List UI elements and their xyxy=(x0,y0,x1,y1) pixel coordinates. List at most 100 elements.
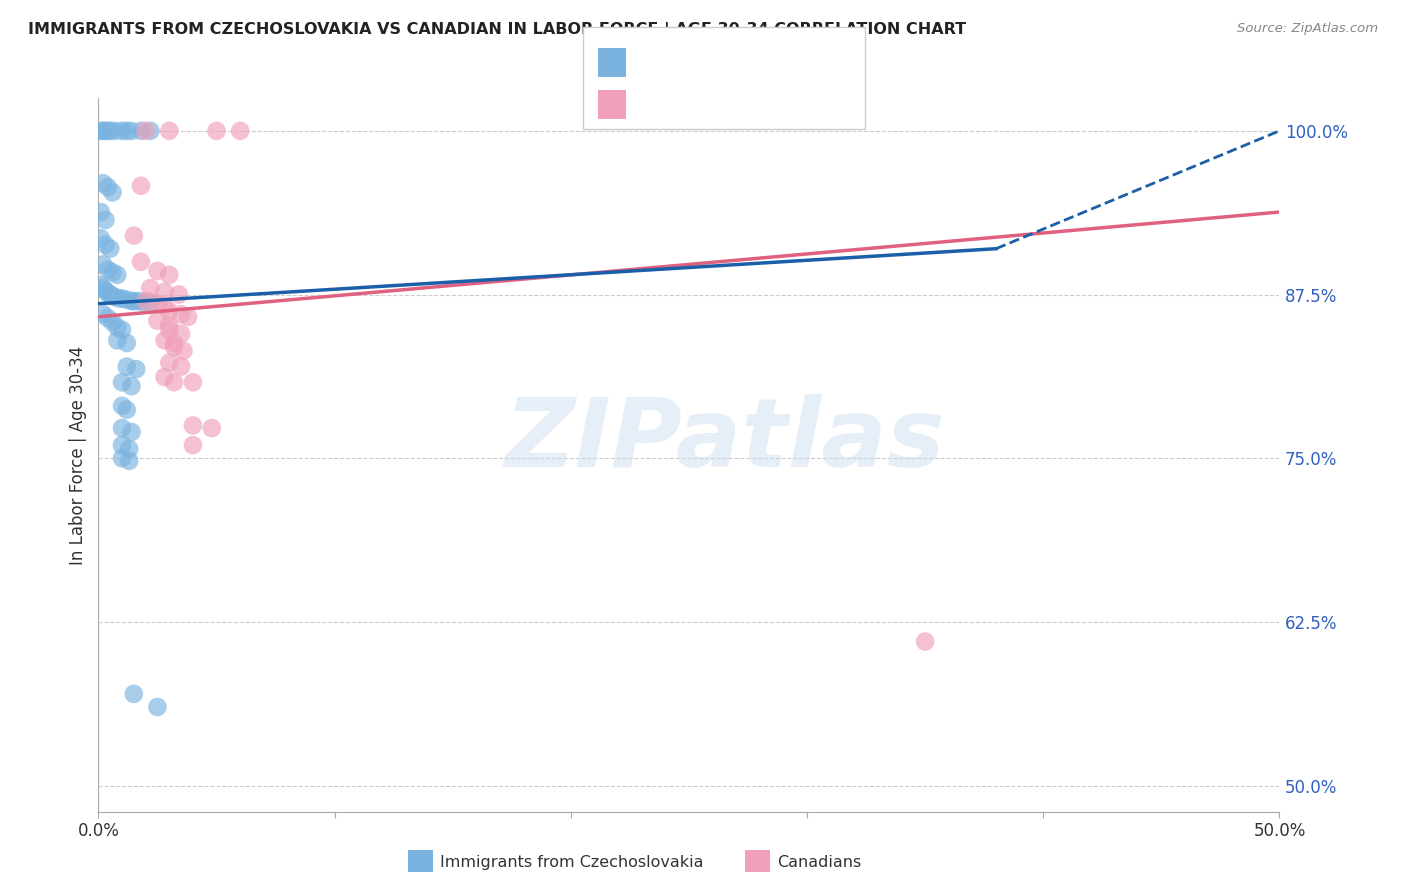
Point xyxy=(121,294,143,309)
Point xyxy=(111,124,134,138)
Point xyxy=(98,242,121,256)
Point xyxy=(91,257,114,271)
Point xyxy=(104,290,127,304)
Point xyxy=(122,687,145,701)
Point xyxy=(135,294,157,309)
Point xyxy=(129,254,152,268)
Point xyxy=(135,124,157,138)
Point xyxy=(122,294,145,309)
Point xyxy=(111,323,134,337)
Point xyxy=(101,315,124,329)
Point xyxy=(90,124,112,138)
Point xyxy=(153,299,176,313)
Text: R =: R = xyxy=(637,92,676,110)
Point xyxy=(90,278,112,293)
Point xyxy=(108,292,131,306)
Point xyxy=(91,281,114,295)
Point xyxy=(157,304,180,318)
Point xyxy=(101,289,124,303)
Text: Canadians: Canadians xyxy=(778,855,862,870)
Point xyxy=(129,178,152,193)
Point xyxy=(101,265,124,279)
Text: 58: 58 xyxy=(763,50,789,68)
Point xyxy=(157,323,180,337)
Point xyxy=(153,285,176,299)
Point xyxy=(181,438,204,452)
Point xyxy=(181,376,204,390)
Point xyxy=(111,292,134,306)
Point xyxy=(90,205,112,219)
Point xyxy=(172,343,194,358)
Point xyxy=(97,180,120,194)
Point xyxy=(914,634,936,648)
Point xyxy=(91,307,114,321)
Point xyxy=(101,186,124,200)
Text: Source: ZipAtlas.com: Source: ZipAtlas.com xyxy=(1237,22,1378,36)
Point xyxy=(121,425,143,439)
Text: IMMIGRANTS FROM CZECHOSLOVAKIA VS CANADIAN IN LABOR FORCE | AGE 30-34 CORRELATIO: IMMIGRANTS FROM CZECHOSLOVAKIA VS CANADI… xyxy=(28,22,966,38)
Point xyxy=(115,335,138,350)
Point xyxy=(201,421,224,435)
Point xyxy=(132,295,155,310)
Text: R =: R = xyxy=(637,50,676,68)
Point xyxy=(139,295,162,310)
Point xyxy=(105,268,128,282)
Point xyxy=(122,228,145,243)
Point xyxy=(94,213,117,227)
Point xyxy=(167,287,190,301)
Point xyxy=(153,334,176,348)
Point xyxy=(115,359,138,374)
Point xyxy=(111,451,134,466)
Point xyxy=(163,376,186,390)
Point xyxy=(163,335,186,350)
Point xyxy=(229,124,252,138)
Point xyxy=(115,402,138,417)
Point xyxy=(146,700,169,714)
Point xyxy=(98,124,121,138)
Point xyxy=(128,294,150,309)
Point xyxy=(153,370,176,384)
Point xyxy=(91,176,114,190)
Point xyxy=(157,268,180,282)
Point xyxy=(181,418,204,433)
Point xyxy=(170,326,193,341)
Point xyxy=(111,376,134,390)
Point xyxy=(157,318,180,332)
Point xyxy=(139,124,162,138)
Point xyxy=(94,237,117,252)
Point xyxy=(129,124,152,138)
Point xyxy=(94,124,117,138)
Point xyxy=(97,286,120,301)
Point xyxy=(105,334,128,348)
Point xyxy=(139,281,162,295)
Y-axis label: In Labor Force | Age 30-34: In Labor Force | Age 30-34 xyxy=(69,345,87,565)
Point xyxy=(121,379,143,393)
Point xyxy=(157,356,180,370)
Point xyxy=(111,438,134,452)
Point xyxy=(170,359,193,374)
Point xyxy=(157,124,180,138)
Text: Immigrants from Czechoslovakia: Immigrants from Czechoslovakia xyxy=(440,855,703,870)
Point xyxy=(98,287,121,301)
Text: ZIPatlas: ZIPatlas xyxy=(505,394,945,487)
Text: 0.070: 0.070 xyxy=(668,50,724,68)
Point xyxy=(105,320,128,334)
Point xyxy=(125,362,148,376)
Point xyxy=(97,311,120,326)
Point xyxy=(146,296,169,310)
Text: N =: N = xyxy=(721,50,773,68)
Point xyxy=(115,293,138,307)
Point xyxy=(97,124,120,138)
Point xyxy=(118,442,141,456)
Point xyxy=(170,307,193,321)
Point xyxy=(91,124,114,138)
Point xyxy=(118,454,141,468)
Point xyxy=(146,314,169,328)
Point xyxy=(177,310,200,324)
Point xyxy=(163,340,186,354)
Text: 35: 35 xyxy=(763,92,789,110)
Text: 0.118: 0.118 xyxy=(668,92,737,110)
Text: N =: N = xyxy=(721,92,773,110)
Point xyxy=(121,124,143,138)
Point xyxy=(205,124,228,138)
